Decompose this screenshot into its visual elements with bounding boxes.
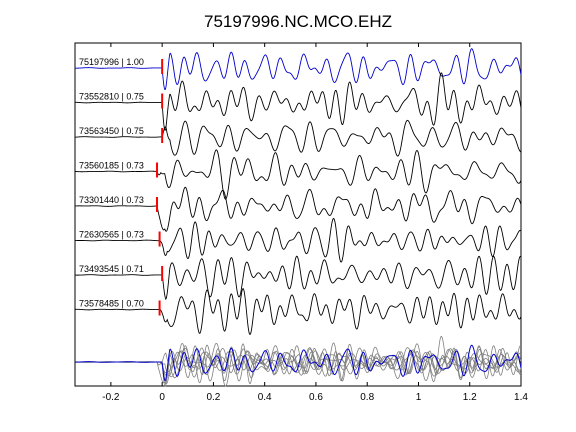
trace-73560185 — [74, 149, 522, 200]
trace-73552810 — [74, 72, 522, 131]
trace-label-73563450: 73563450 | 0.75 — [79, 126, 144, 136]
x-tick-label: 0 — [159, 392, 165, 403]
plot-frame — [74, 42, 522, 387]
trace-label-73578485: 73578485 | 0.70 — [79, 299, 144, 309]
trace-73301440 — [74, 186, 522, 232]
x-tick-label: 0.6 — [309, 392, 323, 403]
trace-72630565 — [74, 217, 522, 263]
trace-75197996 — [75, 48, 522, 90]
trace-label-73301440: 73301440 | 0.73 — [79, 195, 144, 205]
x-tick-label: 0.2 — [206, 392, 220, 403]
stacked-overlay — [74, 335, 522, 387]
x-tick-label: -0.2 — [102, 392, 120, 403]
overlay-trace-73552810 — [74, 335, 522, 387]
trace-label-75197996: 75197996 | 1.00 — [79, 57, 144, 67]
x-tick-label: 1.2 — [463, 392, 477, 403]
chart-title: 75197996.NC.MCO.EHZ — [204, 12, 392, 31]
trace-label-72630565: 72630565 | 0.73 — [79, 230, 144, 240]
x-tick-label: 0.4 — [258, 392, 272, 403]
trace-label-73560185: 73560185 | 0.73 — [79, 161, 144, 171]
trace-label-73493545: 73493545 | 0.71 — [79, 264, 144, 274]
x-tick-label: 1.4 — [514, 392, 528, 403]
trace-73578485 — [75, 288, 522, 336]
x-tick-label: 0.8 — [360, 392, 374, 403]
x-tick-label: 1 — [416, 392, 422, 403]
x-axis: -0.2 0 0.2 0.4 0.6 0.8 1 1.2 1.4 — [102, 43, 528, 403]
trace-label-group: 75197996 | 1.00 73552810 | 0.75 73563450 |… — [79, 57, 144, 309]
pick-marker-group — [156, 59, 164, 316]
trace-label-73552810: 73552810 | 0.75 — [79, 92, 144, 102]
overlay-trace-75197996 — [75, 344, 522, 382]
trace-73493545 — [74, 255, 522, 301]
trace-73563450 — [74, 119, 522, 157]
trace-group — [74, 48, 522, 336]
